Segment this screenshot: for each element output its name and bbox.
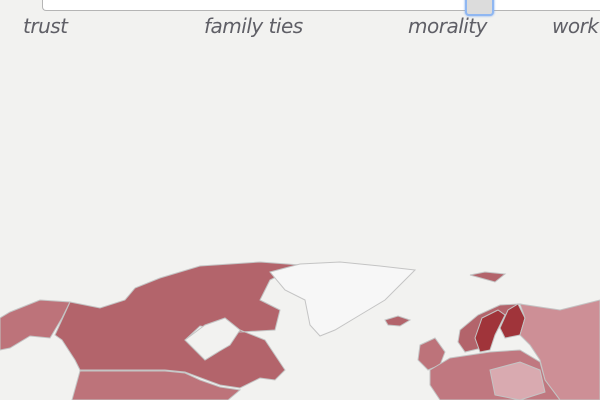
country-svalbard[interactable] bbox=[469, 271, 507, 283]
country-greenland[interactable] bbox=[269, 261, 417, 337]
dimension-slider-thumb[interactable] bbox=[465, 0, 494, 16]
country-alaska[interactable] bbox=[0, 299, 71, 351]
country-canada[interactable] bbox=[54, 261, 302, 389]
country-eastern-europe[interactable] bbox=[489, 361, 546, 400]
slider-label-family-ties[interactable]: family ties bbox=[204, 14, 303, 38]
hudson-bay bbox=[184, 317, 241, 361]
dimension-slider-track[interactable] bbox=[42, 0, 600, 11]
country-iceland[interactable] bbox=[384, 315, 412, 327]
country-sweden[interactable] bbox=[474, 309, 506, 353]
slider-label-trust[interactable]: trust bbox=[23, 14, 68, 38]
slider-label-work[interactable]: work bbox=[552, 14, 599, 38]
slider-label-morality[interactable]: morality bbox=[408, 14, 488, 38]
country-usa[interactable] bbox=[71, 370, 242, 400]
